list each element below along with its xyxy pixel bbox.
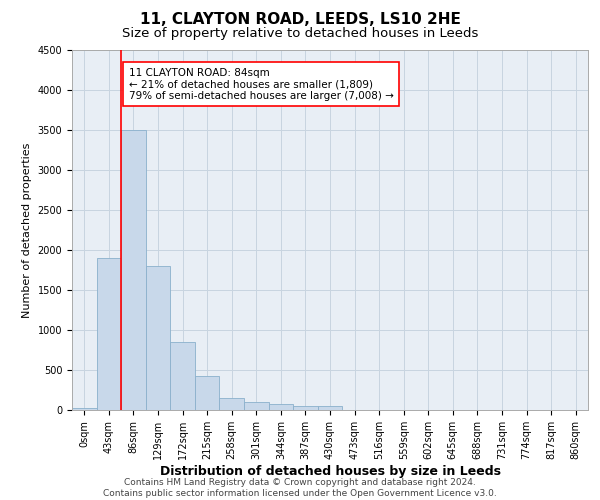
Text: Size of property relative to detached houses in Leeds: Size of property relative to detached ho… [122, 28, 478, 40]
Text: Contains HM Land Registry data © Crown copyright and database right 2024.
Contai: Contains HM Land Registry data © Crown c… [103, 478, 497, 498]
Y-axis label: Number of detached properties: Number of detached properties [22, 142, 32, 318]
X-axis label: Distribution of detached houses by size in Leeds: Distribution of detached houses by size … [160, 464, 500, 477]
Bar [170, 342, 195, 410]
Bar [269, 404, 293, 410]
Bar [146, 266, 170, 410]
Bar [318, 406, 342, 410]
Bar [293, 406, 318, 410]
Text: 11 CLAYTON ROAD: 84sqm
← 21% of detached houses are smaller (1,809)
79% of semi-: 11 CLAYTON ROAD: 84sqm ← 21% of detached… [128, 68, 394, 101]
Bar [220, 398, 244, 410]
Bar [72, 408, 97, 410]
Bar [121, 130, 146, 410]
Bar [195, 376, 220, 410]
Bar [244, 402, 269, 410]
Bar [97, 258, 121, 410]
Text: 11, CLAYTON ROAD, LEEDS, LS10 2HE: 11, CLAYTON ROAD, LEEDS, LS10 2HE [140, 12, 460, 28]
